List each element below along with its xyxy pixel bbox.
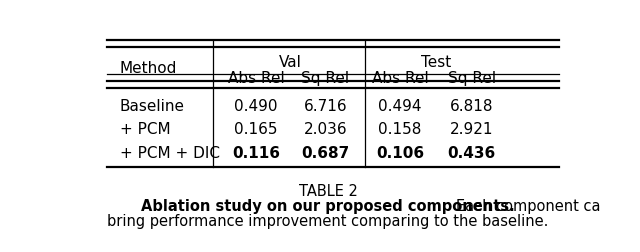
Text: 0.436: 0.436 (448, 145, 496, 160)
Text: bring performance improvement comparing to the baseline.: bring performance improvement comparing … (108, 213, 548, 228)
Text: Method: Method (120, 61, 177, 76)
Text: Val: Val (280, 55, 302, 70)
Text: 6.818: 6.818 (450, 99, 493, 113)
Text: 0.116: 0.116 (232, 145, 280, 160)
Text: 0.490: 0.490 (234, 99, 278, 113)
Text: + PCM: + PCM (120, 122, 170, 137)
Text: + PCM + DIC: + PCM + DIC (120, 145, 220, 160)
Text: 0.158: 0.158 (378, 122, 422, 137)
Text: 0.106: 0.106 (376, 145, 424, 160)
Text: Test: Test (421, 55, 451, 70)
Text: Baseline: Baseline (120, 99, 185, 113)
Text: Each component ca: Each component ca (456, 198, 600, 213)
Text: Ablation study on our proposed components.: Ablation study on our proposed component… (141, 198, 515, 213)
Text: Abs Rel: Abs Rel (228, 70, 284, 85)
Text: Abs Rel: Abs Rel (372, 70, 428, 85)
Text: 6.716: 6.716 (304, 99, 348, 113)
Text: TABLE 2: TABLE 2 (299, 183, 357, 198)
Text: 0.687: 0.687 (301, 145, 349, 160)
Text: 0.165: 0.165 (234, 122, 278, 137)
Text: 0.494: 0.494 (378, 99, 422, 113)
Text: Sq Rel: Sq Rel (448, 70, 496, 85)
Text: 2.036: 2.036 (304, 122, 348, 137)
Text: Sq Rel: Sq Rel (301, 70, 349, 85)
Text: 2.921: 2.921 (450, 122, 493, 137)
